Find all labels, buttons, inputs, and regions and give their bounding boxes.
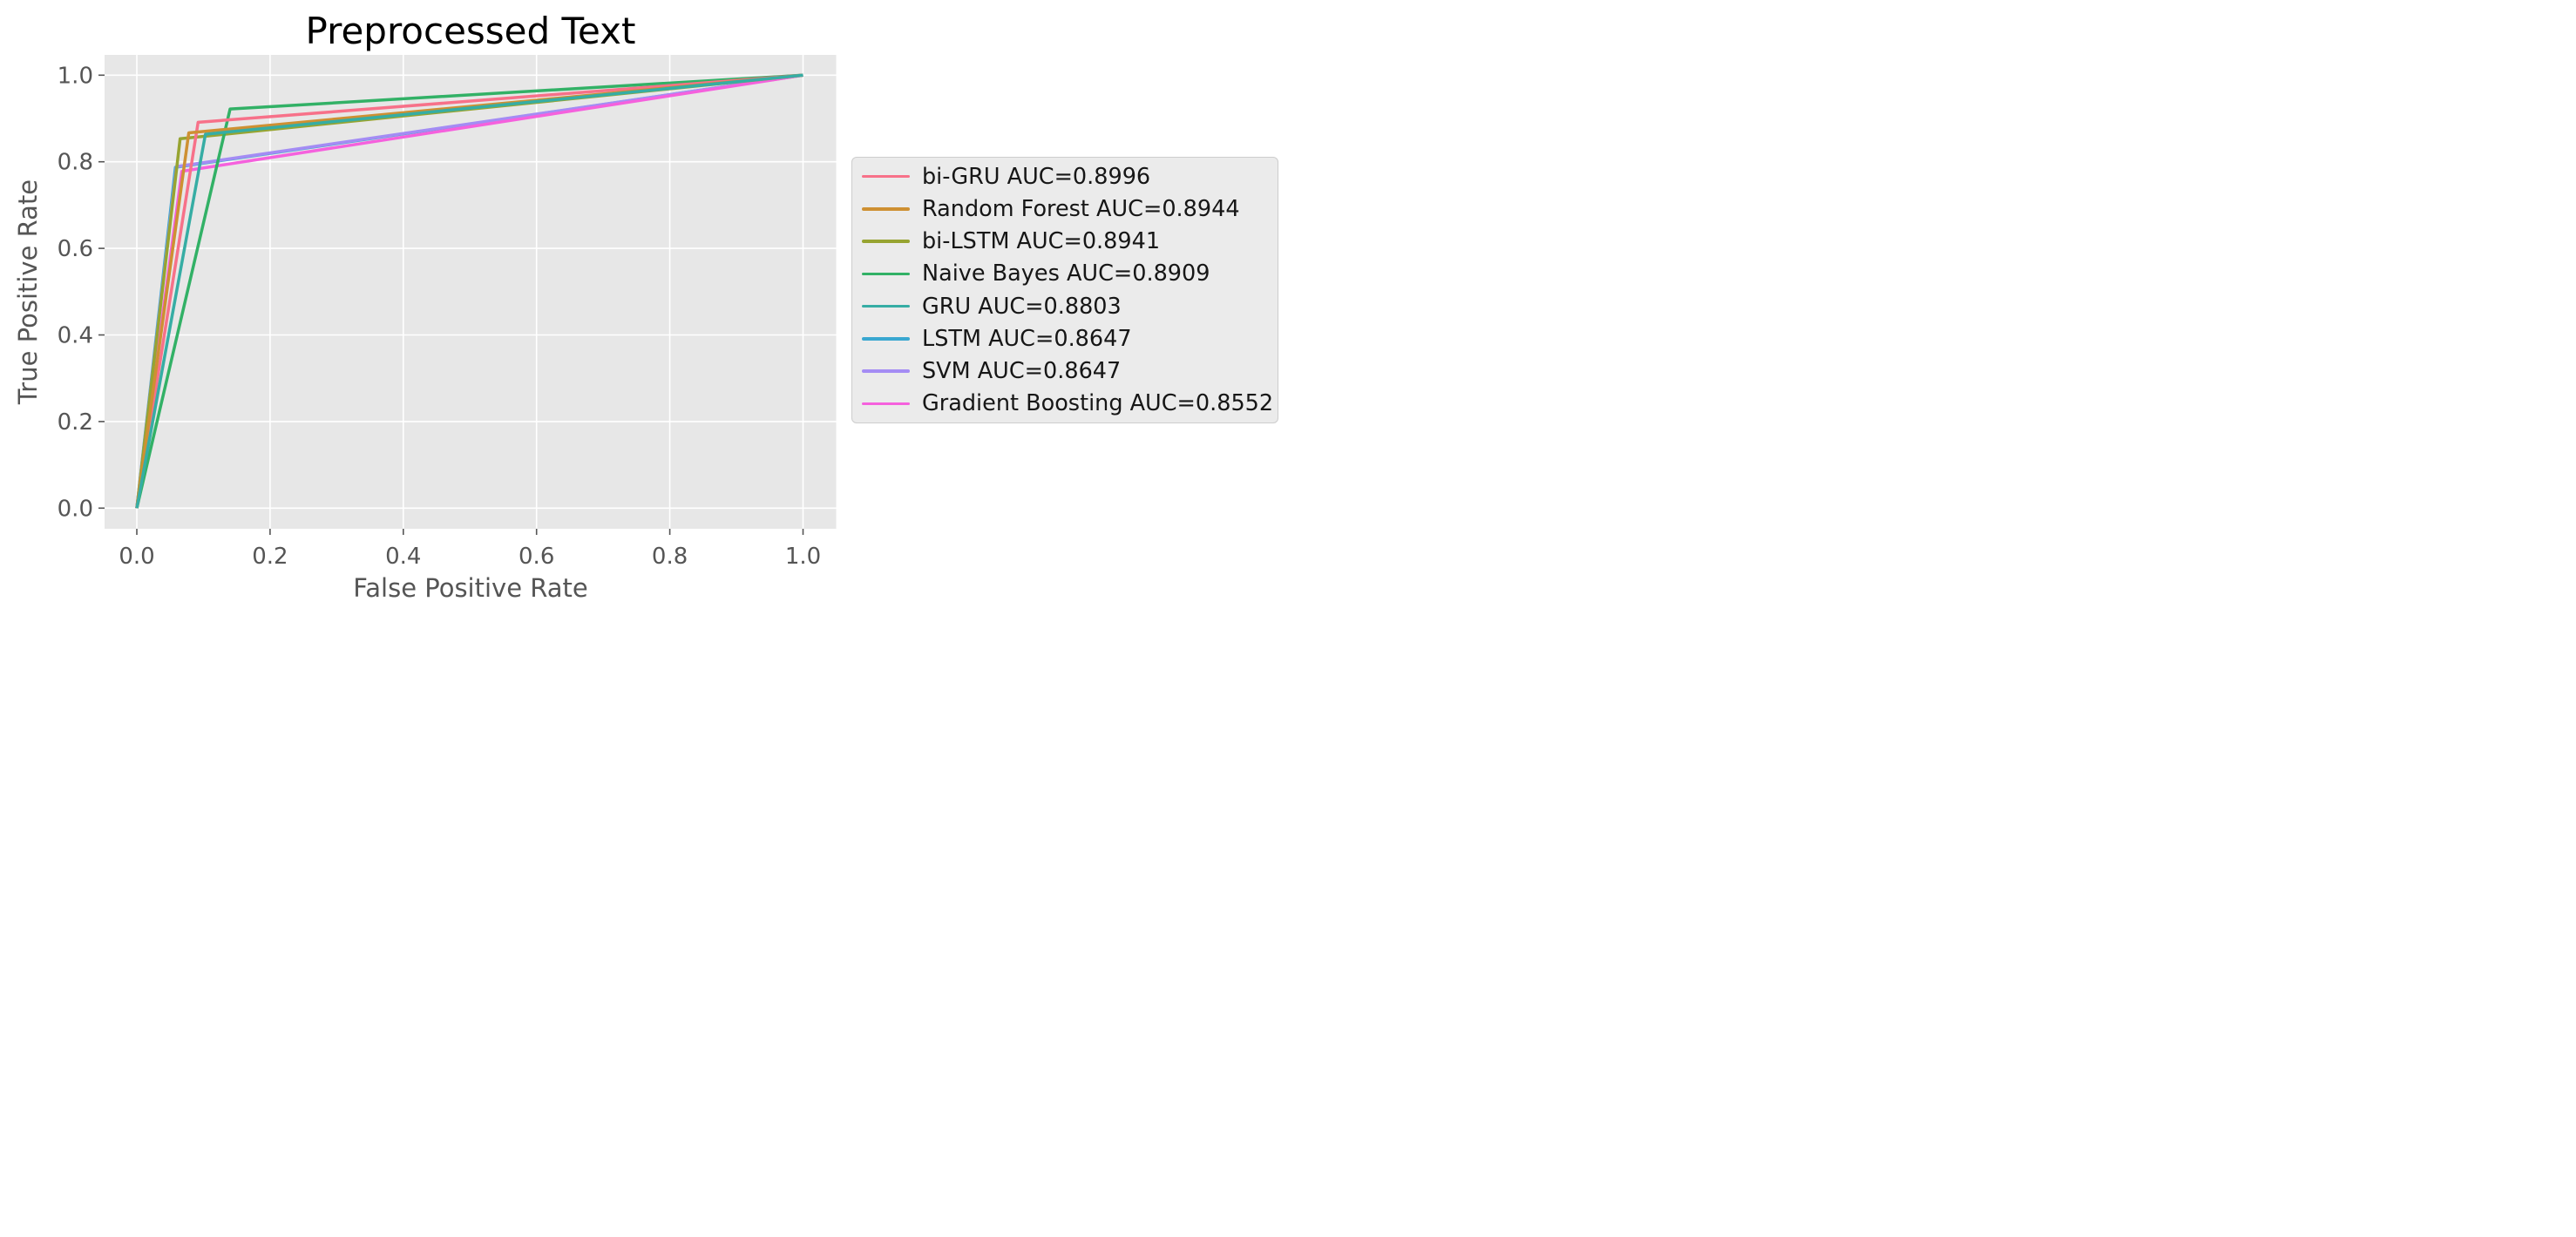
legend-row: SVM AUC=0.8647 [858, 355, 1272, 387]
roc-curve-naive-bayes [135, 73, 803, 509]
legend-row: Gradient Boosting AUC=0.8552 [858, 388, 1274, 419]
legend-swatch-icon [862, 240, 910, 243]
legend-row: bi-LSTM AUC=0.8941 [858, 226, 1272, 257]
x-axis-label: False Positive Rate [353, 573, 588, 603]
y-tick-label: 1.0 [58, 63, 93, 89]
y-axis-label: True Positive Rate [13, 179, 43, 405]
chart-title: Preprocessed Text [305, 10, 636, 52]
legend-swatch-icon [862, 272, 910, 276]
x-tick-label: 0.0 [119, 544, 154, 570]
y-tick-label: 0.6 [58, 236, 93, 262]
legend-box: bi-GRU AUC=0.8996 Random Forest AUC=0.894… [851, 157, 1278, 423]
tick-marks [98, 74, 804, 535]
legend-swatch-icon [862, 174, 910, 179]
x-tick-label: 1.0 [785, 544, 821, 570]
legend-label: bi-GRU AUC=0.8996 [922, 163, 1151, 190]
legend-label: Naive Bayes AUC=0.8909 [922, 260, 1210, 287]
x-tick-label: 0.8 [652, 544, 688, 570]
roc-curves [135, 73, 803, 509]
legend-label: Random Forest AUC=0.8944 [922, 195, 1240, 222]
roc-chart-figure: 0.0 0.2 0.4 0.6 0.8 1.0 0.0 0.2 0.4 0.6 0.8 1.0 Pre… [0, 0, 1288, 618]
legend-row: Naive Bayes AUC=0.8909 [858, 258, 1272, 289]
legend-row: bi-GRU AUC=0.8996 [858, 161, 1272, 193]
roc-curve-gru [135, 73, 803, 509]
x-tick-label: 0.6 [519, 544, 554, 570]
roc-curve-bi-gru [135, 73, 803, 509]
legend-label: SVM AUC=0.8647 [922, 358, 1122, 385]
y-tick-label: 0.4 [58, 323, 93, 349]
legend-label: Gradient Boosting AUC=0.8552 [922, 390, 1274, 417]
y-tick-label: 0.2 [58, 409, 93, 436]
legend-row: GRU AUC=0.8803 [858, 291, 1272, 322]
legend-label: GRU AUC=0.8803 [922, 293, 1122, 320]
legend-row: LSTM AUC=0.8647 [858, 323, 1272, 355]
tick-labels: 0.0 0.2 0.4 0.6 0.8 1.0 0.0 0.2 0.4 0.6 0.8 1.0 [58, 63, 822, 570]
legend-swatch-icon [862, 337, 910, 341]
legend-swatch-icon [862, 369, 910, 373]
legend-label: bi-LSTM AUC=0.8941 [922, 228, 1161, 255]
y-tick-label: 0.8 [58, 150, 93, 176]
y-tick-label: 0.0 [58, 496, 93, 522]
x-tick-label: 0.2 [252, 544, 288, 570]
legend-swatch-icon [862, 402, 910, 406]
legend-swatch-icon [862, 304, 910, 308]
plot-area: 0.0 0.2 0.4 0.6 0.8 1.0 0.0 0.2 0.4 0.6 0.8 1.0 [58, 55, 837, 570]
legend-swatch-icon [862, 207, 910, 211]
x-tick-label: 0.4 [385, 544, 421, 570]
legend-row: Random Forest AUC=0.8944 [858, 193, 1272, 225]
legend-label: LSTM AUC=0.8647 [922, 325, 1132, 352]
